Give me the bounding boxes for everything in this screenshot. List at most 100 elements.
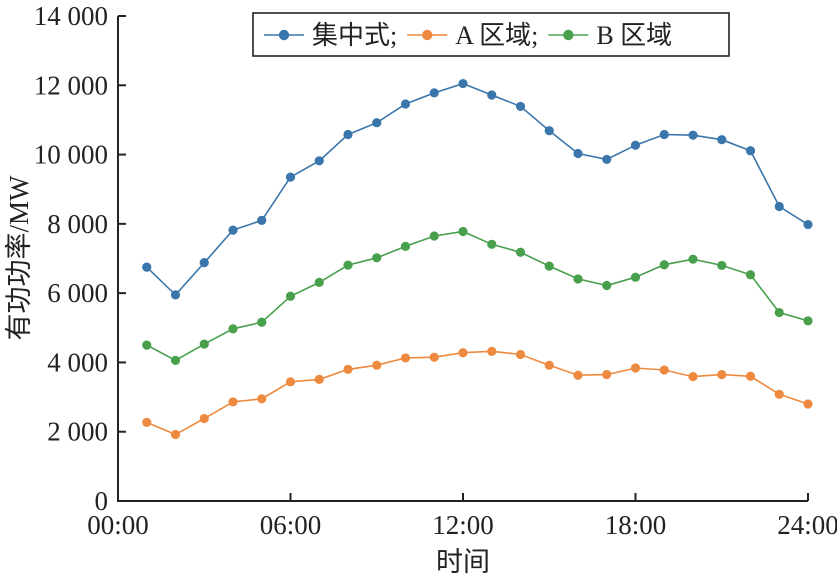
data-point xyxy=(803,316,813,326)
data-point xyxy=(314,156,324,166)
data-point xyxy=(515,101,526,112)
x-tick-label: 12:00 xyxy=(432,510,494,540)
data-point xyxy=(515,247,526,257)
data-point xyxy=(573,274,583,284)
y-tick-label: 6 000 xyxy=(47,278,108,308)
x-tick-label: 06:00 xyxy=(260,510,322,540)
data-point xyxy=(400,353,411,363)
data-point xyxy=(228,225,238,235)
series-line xyxy=(146,350,809,436)
data-point xyxy=(429,352,439,362)
data-point xyxy=(400,99,411,109)
data-point xyxy=(515,349,526,360)
legend-label: A 区域; xyxy=(455,21,538,50)
data-point xyxy=(199,339,209,349)
data-point xyxy=(487,346,497,356)
data-point xyxy=(400,241,411,251)
data-point xyxy=(745,371,756,381)
data-point xyxy=(544,360,554,370)
data-point xyxy=(257,317,267,327)
data-point xyxy=(573,370,583,380)
data-point xyxy=(688,130,698,140)
data-point xyxy=(372,253,382,263)
x-axis-title: 时间 xyxy=(436,547,490,577)
series-line xyxy=(146,82,809,297)
data-point xyxy=(659,129,669,140)
legend-box xyxy=(252,12,730,57)
y-tick-label: 8 000 xyxy=(47,209,108,239)
legend-marker xyxy=(563,29,574,41)
data-point xyxy=(142,262,152,272)
data-point xyxy=(544,126,554,136)
data-point xyxy=(602,154,612,165)
data-point xyxy=(372,360,382,370)
data-point xyxy=(228,324,238,334)
legend-entry: B 区域 xyxy=(548,21,672,50)
y-tick-label: 10 000 xyxy=(34,140,108,170)
data-point xyxy=(717,369,727,380)
y-tick-label: 2 000 xyxy=(47,417,108,447)
y-tick-label: 12 000 xyxy=(34,70,108,100)
data-point xyxy=(659,365,669,375)
x-tick-label: 24:00 xyxy=(777,510,837,540)
series-2 xyxy=(142,346,813,440)
data-point xyxy=(228,397,238,407)
data-point xyxy=(285,172,296,182)
data-point xyxy=(343,364,353,374)
data-point xyxy=(170,290,181,300)
data-point xyxy=(717,135,727,145)
legend-entry: A 区域; xyxy=(407,21,538,50)
data-point xyxy=(717,260,727,271)
series-3 xyxy=(142,226,813,365)
data-point xyxy=(314,374,324,385)
axis-frame xyxy=(117,16,808,502)
data-point xyxy=(487,239,497,249)
data-point xyxy=(458,226,468,237)
y-tick-label: 14 000 xyxy=(34,1,108,31)
data-point xyxy=(803,399,813,409)
data-point xyxy=(630,363,641,373)
data-point xyxy=(372,118,382,128)
data-point xyxy=(343,260,353,270)
data-point xyxy=(573,148,583,159)
legend-label: B 区域 xyxy=(596,21,672,50)
data-point xyxy=(257,394,267,404)
series-layer xyxy=(142,78,813,440)
data-point xyxy=(630,272,641,282)
legend-marker xyxy=(278,29,290,41)
data-point xyxy=(602,369,612,380)
data-point xyxy=(458,348,468,358)
data-point xyxy=(803,219,813,230)
x-tick-label: 00:00 xyxy=(87,510,149,540)
data-point xyxy=(285,291,296,301)
x-tick-label: 18:00 xyxy=(605,510,667,540)
data-point xyxy=(429,88,439,98)
data-point xyxy=(199,258,209,268)
axes xyxy=(117,16,808,502)
data-point xyxy=(745,270,756,280)
data-point xyxy=(745,146,756,156)
data-point xyxy=(487,90,497,100)
data-point xyxy=(142,340,152,350)
legend-marker xyxy=(422,29,433,41)
series-line xyxy=(146,230,809,362)
data-point xyxy=(343,129,353,140)
data-point xyxy=(314,277,324,288)
y-tick-label: 4 000 xyxy=(47,347,108,377)
data-point xyxy=(257,215,267,225)
data-point xyxy=(630,140,641,150)
data-point xyxy=(170,429,181,440)
series-1 xyxy=(142,78,813,300)
data-point xyxy=(429,231,439,241)
data-point xyxy=(602,280,612,291)
data-point xyxy=(659,260,669,270)
legend-label: 集中式; xyxy=(312,21,397,50)
data-point xyxy=(688,254,698,264)
ticks: 0 2 000 4 000 6 000 8 000 10 000 12 000 14 000 0… xyxy=(34,1,837,540)
data-point xyxy=(774,389,784,399)
legend: 集中式; A 区域; B 区域 xyxy=(252,12,730,57)
data-point xyxy=(142,417,152,427)
data-point xyxy=(285,377,296,387)
data-point xyxy=(688,372,698,382)
